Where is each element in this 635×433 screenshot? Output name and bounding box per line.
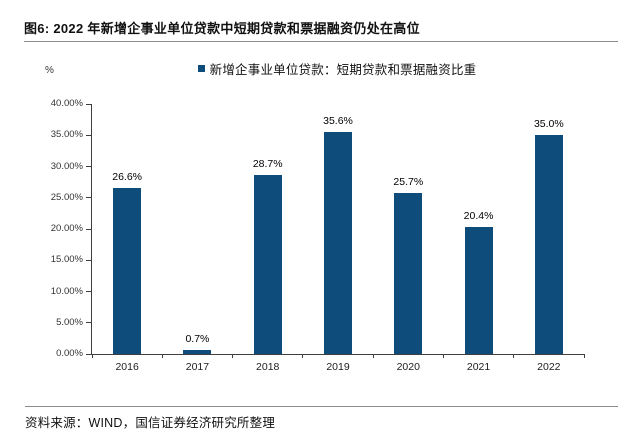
- x-axis-category-label: 2018: [256, 361, 280, 373]
- y-axis-tick: [86, 134, 91, 136]
- bar-value-label: 28.7%: [252, 157, 283, 170]
- bar-value-label: 0.7%: [185, 332, 210, 345]
- y-axis-tick: [86, 322, 91, 324]
- x-axis-tick: [442, 354, 444, 358]
- y-axis-tick-label: 20.00%: [50, 223, 83, 234]
- bar-value-label: 20.4%: [463, 209, 494, 222]
- y-axis-tick: [86, 228, 91, 230]
- y-axis-tick: [86, 166, 91, 167]
- source-divider: [25, 406, 618, 407]
- x-axis-tick: [91, 354, 93, 358]
- y-axis-tick-label: 0.00%: [56, 348, 83, 359]
- bar-2017: [183, 349, 212, 354]
- bar-2016: [113, 187, 142, 354]
- y-axis-tick-label: 35.00%: [50, 129, 83, 141]
- y-axis-tick: [86, 291, 91, 292]
- y-axis-unit-label: %: [45, 65, 54, 76]
- source-note: 资料来源：WIND，国信证券经济研究所整理: [25, 416, 276, 430]
- title-divider: [24, 41, 618, 42]
- y-axis-tick: [86, 353, 91, 355]
- x-axis-category-label: 2019: [326, 361, 350, 373]
- y-axis-tick-label: 15.00%: [50, 254, 83, 266]
- x-axis-tick: [161, 354, 163, 358]
- y-axis-tick-label: 40.00%: [50, 98, 83, 109]
- legend-label: 新增企事业单位贷款：短期贷款和票据融资比重: [209, 62, 477, 77]
- bar-value-label: 26.6%: [112, 170, 143, 183]
- bar-chart-plot-area: 0.00% 5.00% 10.00% 15.00% 20.00% 25.00% 30.00%…: [51, 98, 585, 373]
- y-axis-tick: [86, 197, 91, 199]
- bar-2022: [534, 135, 563, 354]
- figure-title: 图6: 2022 年新增企事业单位贷款中短期贷款和票据融资仍处在高位: [24, 21, 420, 36]
- bar-value-label: 35.6%: [323, 114, 353, 127]
- bar-value-label: 25.7%: [393, 176, 424, 189]
- bar-value-label: 35.0%: [533, 118, 564, 131]
- x-axis-category-label: 2021: [466, 361, 491, 373]
- chart-legend: 新增企事业单位贷款：短期贷款和票据融资比重: [91, 60, 583, 77]
- y-axis-tick-label: 30.00%: [50, 160, 83, 172]
- x-axis-category-label: 2016: [115, 361, 139, 373]
- bar-2019: [324, 131, 352, 354]
- y-axis-tick-label: 10.00%: [50, 285, 83, 297]
- bar-2020: [394, 193, 423, 354]
- y-axis-tick-label: 5.00%: [56, 316, 83, 328]
- x-axis-tick: [513, 354, 515, 358]
- y-axis-tick-label: 25.00%: [50, 191, 83, 203]
- x-axis-tick: [302, 354, 304, 358]
- bar-2018: [253, 174, 282, 354]
- legend-swatch-icon: [197, 64, 205, 72]
- y-axis-tick: [86, 103, 91, 105]
- x-axis-tick: [583, 354, 585, 358]
- x-axis-tick: [232, 354, 234, 358]
- bar-2021: [464, 226, 493, 354]
- x-axis-category-label: 2020: [396, 361, 420, 373]
- x-axis-tick: [372, 354, 374, 358]
- y-axis-tick: [86, 259, 91, 261]
- x-axis-category-label: 2022: [537, 361, 561, 373]
- x-axis-category-label: 2017: [185, 361, 210, 373]
